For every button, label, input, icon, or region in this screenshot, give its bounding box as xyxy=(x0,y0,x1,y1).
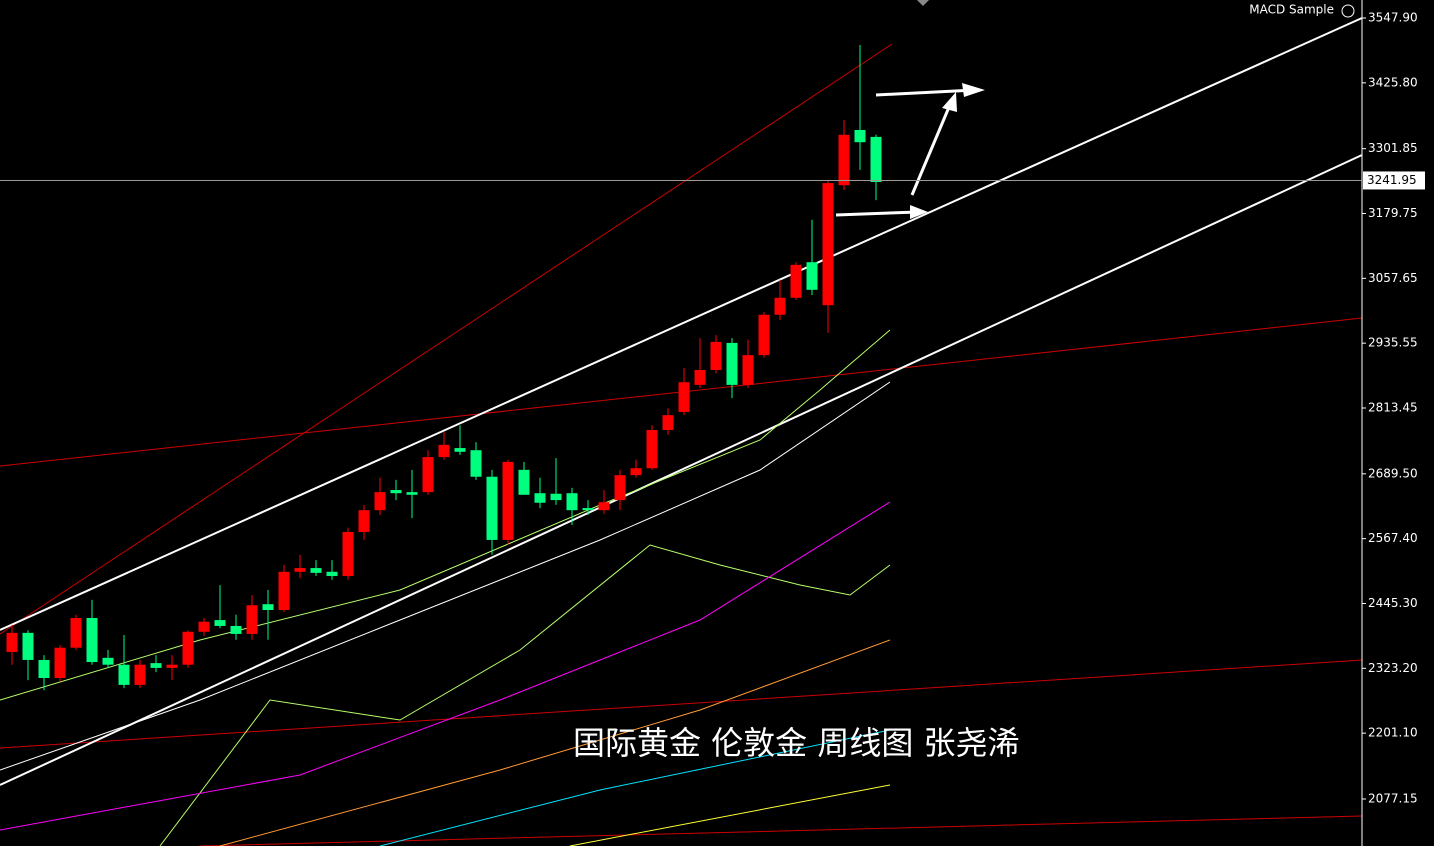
candle-body xyxy=(582,508,594,511)
drawings xyxy=(0,0,1363,846)
candle-body xyxy=(54,647,66,678)
candle-body xyxy=(342,531,354,577)
candle-body xyxy=(710,341,722,371)
candle-body xyxy=(758,314,770,356)
candle-body xyxy=(438,444,450,458)
candle-body xyxy=(150,663,162,668)
candle-body xyxy=(614,475,626,501)
red-line xyxy=(199,815,1363,846)
candle-body xyxy=(870,136,882,183)
candle-body xyxy=(550,493,562,501)
y-tick-label: 2077.15 xyxy=(1368,791,1418,805)
candle-body xyxy=(326,571,338,577)
scroll-marker xyxy=(917,0,929,6)
candle-body xyxy=(294,568,306,572)
candle-body xyxy=(214,620,226,626)
candle-body xyxy=(454,448,466,452)
candle-body xyxy=(518,469,530,495)
arrow-head xyxy=(910,205,928,219)
candle-body xyxy=(118,664,130,685)
red-channel-line xyxy=(0,43,893,635)
candle-body xyxy=(22,632,34,660)
candle-body xyxy=(358,510,370,532)
candle-body xyxy=(310,568,322,573)
y-tick-label: 3547.90 xyxy=(1368,11,1418,25)
candle-body xyxy=(534,493,546,503)
candle-body xyxy=(198,621,210,632)
y-tick-label: 3179.75 xyxy=(1368,206,1418,220)
candle-body xyxy=(6,632,18,652)
candle-body xyxy=(422,457,434,493)
candle-body xyxy=(390,490,402,494)
trend-line xyxy=(0,154,1363,786)
y-tick-label: 2445.30 xyxy=(1368,596,1418,610)
arrow xyxy=(875,88,976,97)
candle-body xyxy=(854,129,866,143)
candle-body xyxy=(278,571,290,611)
candle-body xyxy=(86,617,98,663)
candle-body xyxy=(262,604,274,611)
candle-body xyxy=(822,183,834,306)
y-tick-label: 2689.50 xyxy=(1368,466,1418,480)
ma-line xyxy=(379,729,891,846)
candle-body xyxy=(246,605,258,634)
candle-body xyxy=(726,342,738,385)
ma-line xyxy=(219,639,891,846)
ma-line xyxy=(0,381,891,771)
candle-body xyxy=(182,631,194,665)
annotation: 国际黄金 伦敦金 周线图 张尧浠 xyxy=(573,724,1020,762)
ma-line xyxy=(0,501,891,831)
candle-body xyxy=(406,492,418,495)
candle-body xyxy=(678,382,690,412)
y-tick-label: 3425.80 xyxy=(1368,75,1418,89)
candle-body xyxy=(598,502,610,511)
candle-body xyxy=(374,492,386,511)
y-tick-label: 2201.10 xyxy=(1368,726,1418,740)
candle-body xyxy=(662,415,674,431)
y-tick-label: 2567.40 xyxy=(1368,531,1418,545)
ma-line xyxy=(159,544,891,846)
candle-body xyxy=(470,450,482,477)
candle-body xyxy=(742,355,754,385)
candle-body xyxy=(38,659,50,678)
candle-body xyxy=(630,468,642,476)
ma-line xyxy=(569,784,891,846)
candle-body xyxy=(838,134,850,186)
candle-body xyxy=(790,264,802,298)
candle-body xyxy=(486,476,498,540)
arrow-head xyxy=(942,92,957,112)
y-tick-label: 3057.65 xyxy=(1368,271,1418,285)
y-tick-label: 2935.55 xyxy=(1368,336,1418,350)
last-price-label: 3241.95 xyxy=(1367,173,1417,187)
last-price-box xyxy=(1363,171,1425,190)
candle-body xyxy=(102,657,114,665)
candle-body xyxy=(230,625,242,634)
arrow xyxy=(910,99,954,196)
candle-body xyxy=(806,262,818,290)
smiley-icon xyxy=(1341,4,1355,18)
candle-body xyxy=(70,617,82,648)
candle-body xyxy=(694,370,706,385)
y-tick-label: 2323.20 xyxy=(1368,661,1418,675)
candle-body xyxy=(502,461,514,540)
candle-body xyxy=(646,430,658,469)
y-tick-label: 2813.45 xyxy=(1368,400,1418,414)
candle-body xyxy=(566,493,578,511)
candle-body xyxy=(774,297,786,315)
trend-line xyxy=(0,17,1363,631)
arrow xyxy=(835,210,919,217)
arrow-head xyxy=(962,83,985,97)
indicator-name: MACD Sample xyxy=(1249,3,1334,17)
candle-body xyxy=(134,664,146,685)
candle-body xyxy=(166,664,178,668)
red-line xyxy=(0,659,1363,749)
y-tick-label: 3301.85 xyxy=(1368,141,1418,155)
